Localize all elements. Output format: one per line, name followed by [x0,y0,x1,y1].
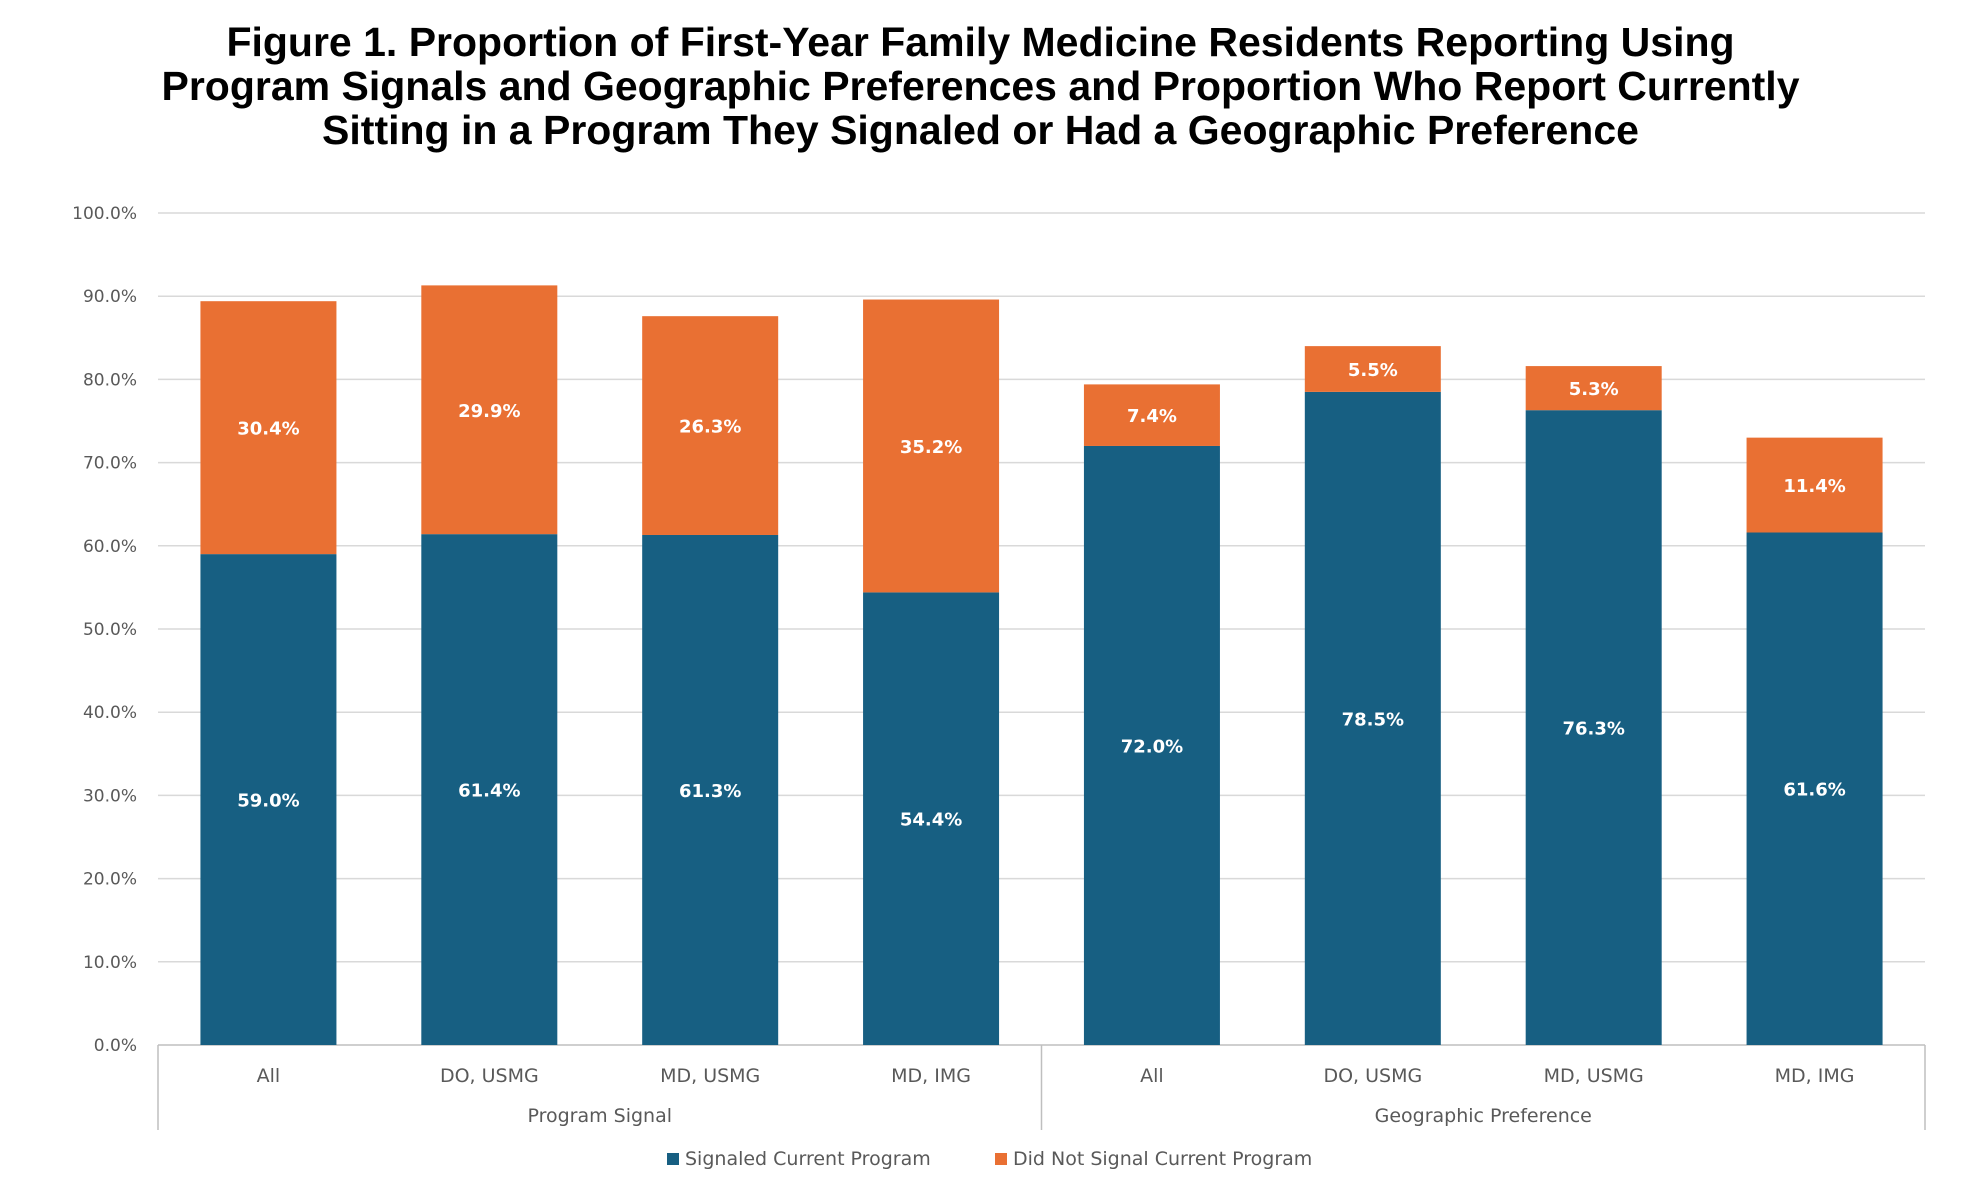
data-label: 76.3% [1562,719,1624,740]
y-tick-label: 60.0% [83,537,137,557]
bar-segment [1083,445,1220,1046]
x-group-label: Geographic Preference [1375,1105,1592,1127]
bar-segment [1304,391,1441,1045]
data-label: 11.4% [1783,476,1845,497]
data-label: 61.3% [679,781,741,802]
x-group-label: Program Signal [527,1105,672,1127]
x-category-label: MD, USMG [660,1065,760,1087]
x-category-label: All [257,1065,281,1087]
data-label: 59.0% [237,791,299,812]
bar-segment [863,299,1000,593]
x-category-label: MD, IMG [1775,1065,1855,1087]
chart-title-line: Figure 1. Proportion of First-Year Famil… [226,19,1735,65]
y-tick-label: 10.0% [83,953,137,973]
data-label: 35.2% [900,437,962,458]
y-tick-label: 0.0% [94,1036,137,1056]
data-label: 5.3% [1569,379,1619,400]
bar-segment [642,534,779,1045]
data-label: 7.4% [1127,406,1177,427]
data-label: 78.5% [1342,709,1404,730]
legend-label: Did Not Signal Current Program [1013,1148,1312,1170]
bar-segment [863,592,1000,1045]
bar-segment [642,316,779,535]
legend-label: Signaled Current Program [685,1148,931,1170]
y-tick-label: 20.0% [83,870,137,890]
data-label: 30.4% [237,419,299,440]
chart-title: Figure 1. Proportion of First-Year Famil… [0,20,1961,152]
y-tick-label: 30.0% [83,786,137,806]
data-label: 54.4% [900,810,962,831]
bar-segment [421,285,558,535]
x-category-label: DO, USMG [440,1065,539,1087]
y-tick-label: 100.0% [72,204,137,224]
data-label: 26.3% [679,417,741,438]
legend-swatch [995,1153,1007,1165]
data-label: 29.9% [458,401,520,422]
bar-segment [1525,410,1662,1046]
bar-segment [1525,366,1662,411]
data-label: 61.6% [1783,780,1845,801]
x-category-label: DO, USMG [1323,1065,1422,1087]
legend-swatch [667,1153,679,1165]
chart-title-line: Program Signals and Geographic Preferenc… [161,63,1800,109]
y-tick-label: 70.0% [83,454,137,474]
x-category-label: All [1140,1065,1164,1087]
data-label: 72.0% [1121,736,1183,757]
bar-segment [1304,346,1441,392]
bar-segment [1746,437,1883,533]
y-tick-label: 80.0% [83,370,137,390]
bar-segment [200,554,337,1045]
bar-segment [200,301,337,555]
x-category-label: MD, IMG [891,1065,971,1087]
y-tick-label: 40.0% [83,703,137,723]
y-tick-label: 50.0% [83,620,137,640]
data-label: 5.5% [1348,360,1398,381]
bar-segment [1746,532,1883,1045]
chart-title-line: Sitting in a Program They Signaled or Ha… [322,107,1639,153]
y-tick-label: 90.0% [83,287,137,307]
bar-segment [421,534,558,1045]
x-category-label: MD, USMG [1544,1065,1644,1087]
bar-segment [1083,384,1220,446]
data-label: 61.4% [458,781,520,802]
